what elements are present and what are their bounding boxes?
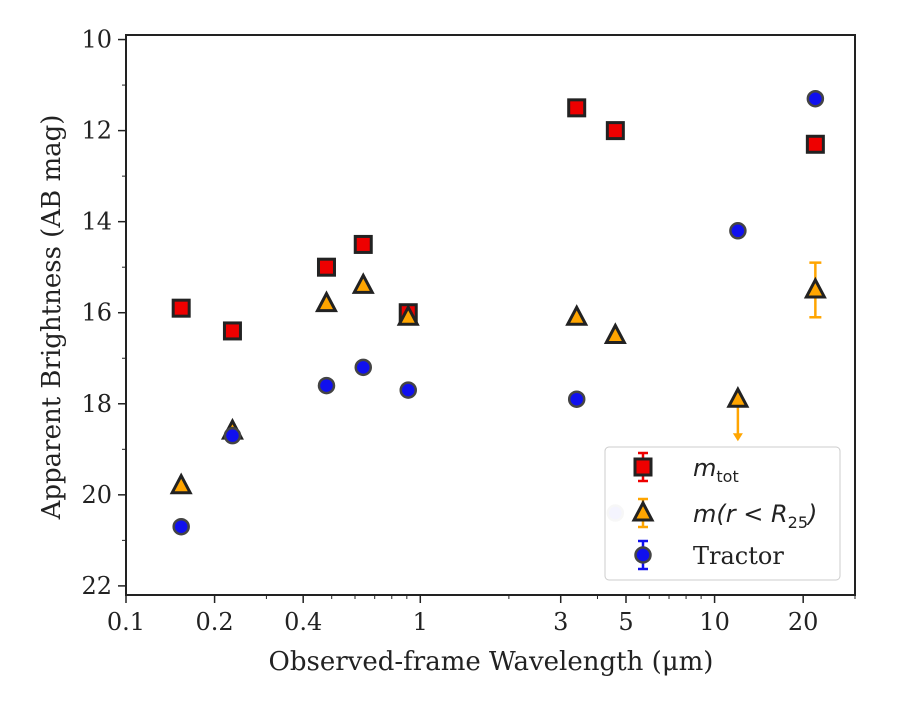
legend-label: Tractor <box>693 542 784 570</box>
triangle-marker <box>351 272 375 294</box>
x-tick-label: 20 <box>788 608 819 636</box>
triangle-marker <box>603 322 627 344</box>
data-point <box>223 426 242 445</box>
square-marker <box>353 234 373 254</box>
data-point <box>805 134 825 154</box>
data-point <box>169 472 193 495</box>
square-marker <box>605 121 625 141</box>
square-marker <box>171 298 191 318</box>
triangle-marker <box>314 290 338 313</box>
triangle-marker <box>726 386 750 408</box>
circle-marker <box>634 546 652 564</box>
data-point <box>565 304 589 326</box>
data-point <box>353 234 373 254</box>
data-point <box>351 272 375 294</box>
square-marker <box>222 321 242 341</box>
y-tick-label: 20 <box>81 481 112 509</box>
markers-layer <box>169 89 827 536</box>
x-tick-label: 0.1 <box>107 608 145 636</box>
y-tick-label: 10 <box>81 26 112 54</box>
legend: mtot m(r < R25) Tractor <box>604 446 841 581</box>
data-point <box>726 386 750 442</box>
data-point <box>171 298 191 318</box>
x-tick-label: 1 <box>413 608 428 636</box>
triangle-marker <box>631 499 655 522</box>
data-point <box>316 257 336 277</box>
legend-label: mtot <box>693 454 739 486</box>
y-tick-label: 22 <box>81 572 112 600</box>
data-point <box>222 321 242 341</box>
data-point <box>806 89 825 108</box>
plot-area-border <box>125 34 856 596</box>
circle-marker <box>354 358 373 377</box>
square-marker <box>633 457 653 477</box>
data-point <box>803 261 827 319</box>
series-circle <box>172 89 825 536</box>
circle-marker <box>223 426 242 445</box>
legend-entry: Tractor <box>634 539 784 571</box>
data-point <box>729 222 747 240</box>
y-tick-label: 12 <box>81 117 112 145</box>
data-point <box>603 322 627 344</box>
data-point <box>314 290 338 313</box>
square-marker <box>567 98 587 118</box>
x-tick-label: 0.2 <box>196 608 234 636</box>
data-point <box>567 98 587 118</box>
plot-frame <box>125 34 856 596</box>
data-point <box>605 121 625 141</box>
circle-marker <box>399 381 417 399</box>
data-point <box>399 381 417 399</box>
upper-limit-arrow <box>732 433 743 442</box>
x-axis-label: Observed-frame Wavelength (μm) <box>269 647 714 677</box>
y-tick-label: 18 <box>81 390 112 418</box>
x-tick-label: 10 <box>699 608 730 636</box>
legend-label: m(r < R25) <box>693 500 817 532</box>
data-point <box>396 304 420 326</box>
x-tick-label: 3 <box>553 608 568 636</box>
square-marker <box>805 134 825 154</box>
y-axis-label: Apparent Brightness (AB mag) <box>37 115 67 521</box>
legend-entry: mtot <box>633 451 739 486</box>
x-tick-label: 5 <box>618 608 633 636</box>
circle-marker <box>729 222 747 240</box>
legend-entry: m(r < R25) <box>631 497 817 532</box>
y-tick-label: 16 <box>81 299 112 327</box>
data-point <box>317 376 336 395</box>
circle-marker <box>806 89 825 108</box>
axis-ticks: 10 12 14 16 18 20 22 0.1 0.2 0.4 1 3 5 10 20 <box>81 26 856 636</box>
triangle-marker <box>565 304 589 326</box>
circle-marker <box>567 390 586 408</box>
data-point <box>172 517 190 536</box>
triangle-marker <box>396 304 420 326</box>
data-point <box>354 358 373 377</box>
series-square <box>171 98 825 341</box>
circle-marker <box>172 517 190 536</box>
y-tick-label: 14 <box>81 208 112 236</box>
triangle-marker <box>803 276 827 299</box>
x-tick-label: 0.4 <box>284 608 322 636</box>
triangle-marker <box>169 472 193 495</box>
circle-marker <box>317 376 336 395</box>
data-point <box>567 390 586 408</box>
legend-box <box>604 446 841 581</box>
square-marker <box>316 257 336 277</box>
